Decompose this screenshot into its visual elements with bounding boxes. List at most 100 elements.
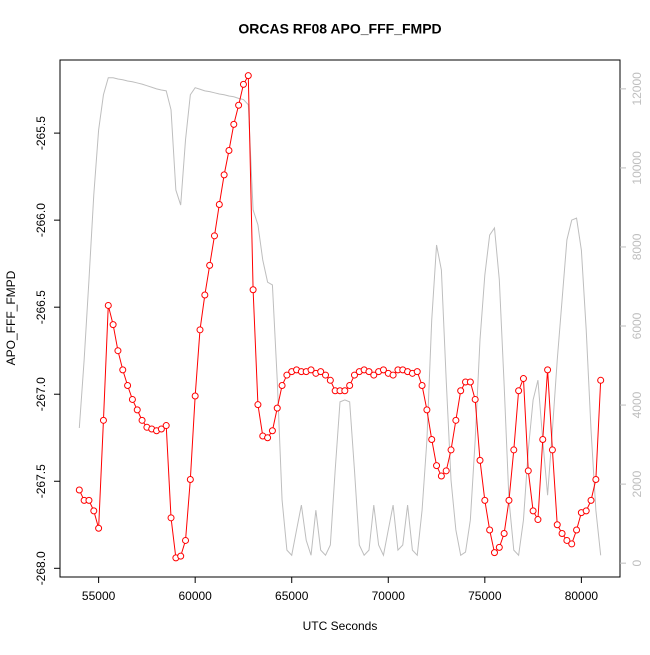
y-tick-label: -265.5 — [34, 116, 48, 150]
data-point — [215, 200, 223, 208]
data-point — [95, 524, 103, 532]
data-point — [75, 486, 83, 494]
data-point — [433, 462, 441, 470]
y2-tick-label: 6000 — [630, 312, 644, 339]
data-point — [529, 507, 537, 515]
data-point — [239, 80, 247, 88]
data-point — [481, 496, 489, 504]
data-point — [249, 286, 257, 294]
data-point — [341, 387, 349, 395]
data-point — [563, 536, 571, 544]
data-point — [124, 382, 132, 390]
data-point — [592, 476, 600, 484]
data-point — [273, 404, 281, 412]
series-line — [78, 73, 602, 559]
data-point — [157, 425, 165, 433]
data-point — [278, 382, 286, 390]
y2-tick-label: 8000 — [630, 233, 644, 260]
y-tick-label: -266.0 — [34, 203, 48, 237]
data-point — [162, 422, 170, 430]
data-point — [515, 387, 523, 395]
chart-title: ORCAS RF08 APO_FFF_FMPD — [238, 21, 441, 37]
data-point — [476, 456, 484, 464]
data-point — [505, 496, 513, 504]
data-point — [128, 395, 136, 403]
series-line — [78, 77, 602, 557]
data-point — [587, 496, 595, 504]
data-point — [568, 540, 576, 548]
data-point — [177, 552, 185, 560]
data-point — [486, 526, 494, 534]
data-point — [471, 395, 479, 403]
data-point — [447, 446, 455, 454]
y2-tick-label: 0 — [630, 560, 644, 567]
data-point — [210, 232, 218, 240]
data-point — [553, 521, 561, 529]
data-point — [413, 368, 421, 376]
data-point — [186, 476, 194, 484]
data-point — [191, 392, 199, 400]
data-point — [389, 371, 397, 379]
data-point — [119, 366, 127, 374]
data-point — [428, 435, 436, 443]
data-point — [167, 514, 175, 522]
data-point — [490, 549, 498, 557]
data-point — [534, 516, 542, 524]
data-point — [418, 382, 426, 390]
data-point — [365, 368, 373, 376]
plot-box — [59, 59, 621, 578]
data-point — [244, 72, 252, 80]
data-point — [500, 529, 508, 537]
data-point — [350, 371, 358, 379]
data-point — [379, 366, 387, 374]
data-point — [317, 368, 325, 376]
data-point — [206, 261, 214, 269]
y-tick-label: -268.0 — [34, 551, 48, 585]
y-tick-label: -267.0 — [34, 377, 48, 411]
data-point — [524, 467, 532, 475]
data-point — [582, 507, 590, 515]
y2-tick-label: 4000 — [630, 391, 644, 418]
data-point — [544, 366, 552, 374]
y-tick-label: -266.5 — [34, 290, 48, 324]
x-tick-label: 70000 — [372, 589, 406, 603]
data-point — [99, 416, 107, 424]
data-point — [268, 427, 276, 435]
data-point — [264, 434, 272, 442]
data-point — [457, 387, 465, 395]
data-point — [283, 371, 291, 379]
data-point — [495, 543, 503, 551]
data-point — [322, 371, 330, 379]
data-point — [133, 406, 141, 414]
x-tick-label: 75000 — [468, 589, 502, 603]
data-point — [201, 291, 209, 299]
x-tick-label: 65000 — [275, 589, 309, 603]
y2-tick-label: 12000 — [630, 72, 644, 106]
data-point — [138, 416, 146, 424]
data-point — [437, 472, 445, 480]
data-point — [182, 536, 190, 544]
x-axis-label: UTC Seconds — [303, 619, 378, 633]
data-point — [597, 376, 605, 384]
x-tick-label: 55000 — [82, 589, 116, 603]
data-point — [225, 147, 233, 155]
data-point — [114, 347, 122, 355]
x-tick-label: 60000 — [178, 589, 212, 603]
data-point — [548, 446, 556, 454]
data-point — [196, 326, 204, 334]
y2-tick-label: 10000 — [630, 151, 644, 185]
data-point — [109, 321, 117, 329]
data-point — [90, 507, 98, 515]
data-point — [307, 366, 315, 374]
data-point — [519, 375, 527, 383]
data-point — [466, 378, 474, 386]
data-point — [423, 406, 431, 414]
y-axis-label: APO_FFF_FMPD — [4, 270, 18, 365]
data-point — [235, 101, 243, 109]
x-tick-label: 80000 — [565, 589, 599, 603]
data-point — [254, 401, 262, 409]
data-point — [230, 120, 238, 128]
y-tick-label: -267.5 — [34, 464, 48, 498]
data-point — [220, 171, 228, 179]
